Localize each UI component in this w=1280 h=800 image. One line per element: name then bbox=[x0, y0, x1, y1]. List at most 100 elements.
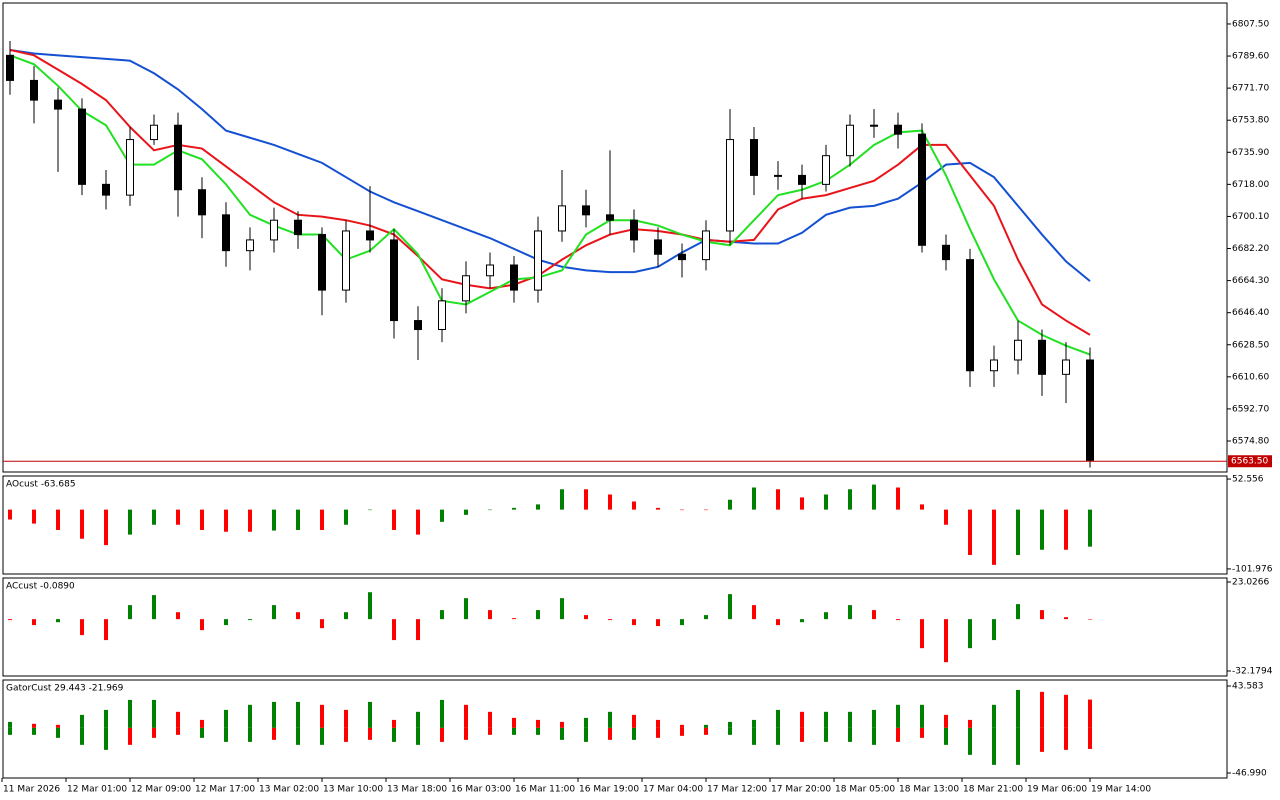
candle-body bbox=[78, 108, 86, 185]
histogram-bar bbox=[344, 612, 348, 620]
histogram-bar bbox=[632, 619, 636, 626]
candle-body bbox=[150, 124, 158, 141]
histogram-bar bbox=[296, 727, 300, 745]
histogram-bar bbox=[320, 704, 324, 728]
histogram-bar bbox=[1016, 604, 1020, 620]
histogram-bar bbox=[800, 619, 804, 623]
histogram-bar bbox=[800, 497, 804, 510]
histogram-bar bbox=[224, 619, 228, 626]
candle-body bbox=[822, 155, 830, 185]
histogram-bar bbox=[824, 727, 828, 742]
histogram-bar bbox=[80, 727, 84, 745]
y-tick-label: 6789.60 bbox=[1232, 52, 1269, 62]
histogram-bar bbox=[536, 504, 540, 510]
candle-body bbox=[318, 234, 326, 291]
histogram-bar bbox=[752, 727, 756, 745]
histogram-bar bbox=[32, 619, 36, 626]
histogram-bar bbox=[848, 489, 852, 510]
histogram-bar bbox=[296, 612, 300, 620]
y-tick-label: 23.0266 bbox=[1232, 578, 1269, 588]
y-tick-label: 6807.50 bbox=[1232, 19, 1269, 29]
histogram-bar bbox=[872, 727, 876, 745]
x-tick-label: 12 Mar 01:00 bbox=[67, 785, 127, 795]
histogram-bar bbox=[560, 598, 564, 620]
histogram-bar bbox=[104, 619, 108, 641]
candle-body bbox=[222, 214, 230, 252]
histogram-bar bbox=[656, 619, 660, 627]
candle-body bbox=[654, 239, 662, 255]
x-tick-label: 16 Mar 11:00 bbox=[515, 785, 575, 795]
histogram-bar bbox=[416, 619, 420, 641]
histogram-bar bbox=[848, 727, 852, 742]
indicator-title: AOcust -63.685 bbox=[6, 480, 76, 490]
x-tick-label: 18 Mar 21:00 bbox=[963, 785, 1023, 795]
candle-body bbox=[726, 139, 734, 232]
histogram-bar bbox=[776, 709, 780, 728]
histogram-bar bbox=[872, 709, 876, 728]
histogram-bar bbox=[320, 619, 324, 629]
candle-body bbox=[966, 259, 974, 372]
histogram-bar bbox=[824, 494, 828, 510]
histogram-bar bbox=[392, 619, 396, 641]
histogram-bar bbox=[608, 619, 612, 621]
y-tick-label: 6664.30 bbox=[1232, 276, 1269, 286]
candle-body bbox=[558, 205, 566, 232]
histogram-bar bbox=[704, 727, 708, 735]
candle-body bbox=[942, 244, 950, 261]
candle-body bbox=[126, 139, 134, 196]
candle-body bbox=[894, 124, 902, 135]
histogram-bar bbox=[416, 711, 420, 728]
histogram-bar bbox=[1088, 699, 1092, 728]
histogram-bar bbox=[1064, 617, 1068, 620]
candle-body bbox=[198, 189, 206, 216]
histogram-bar bbox=[896, 487, 900, 510]
histogram-bar bbox=[896, 619, 900, 621]
histogram-bar bbox=[632, 714, 636, 728]
histogram-bar bbox=[680, 727, 684, 736]
candle-body bbox=[486, 264, 494, 277]
histogram-bar bbox=[8, 721, 12, 728]
candle-body bbox=[390, 239, 398, 322]
histogram-bar bbox=[248, 727, 252, 742]
histogram-bar bbox=[200, 509, 204, 530]
candle-body bbox=[1014, 339, 1022, 361]
histogram-bar bbox=[152, 595, 156, 620]
histogram-bar bbox=[56, 724, 60, 728]
histogram-bar bbox=[776, 727, 780, 745]
histogram-bar bbox=[896, 727, 900, 742]
histogram-bar bbox=[1016, 689, 1020, 728]
histogram-bar bbox=[152, 509, 156, 525]
histogram-bar bbox=[224, 709, 228, 728]
histogram-bar bbox=[416, 727, 420, 745]
histogram-bar bbox=[1016, 509, 1020, 555]
histogram-bar bbox=[320, 509, 324, 530]
x-tick-label: 17 Mar 12:00 bbox=[707, 785, 767, 795]
histogram-bar bbox=[848, 711, 852, 728]
histogram-bar bbox=[152, 699, 156, 728]
x-tick-label: 12 Mar 09:00 bbox=[131, 785, 191, 795]
histogram-bar bbox=[536, 610, 540, 620]
candle-body bbox=[294, 219, 302, 236]
histogram-bar bbox=[344, 727, 348, 742]
histogram-bar bbox=[296, 701, 300, 728]
y-tick-label: 6735.90 bbox=[1232, 148, 1269, 158]
histogram-bar bbox=[248, 509, 252, 532]
histogram-bar bbox=[992, 727, 996, 765]
histogram-bar bbox=[824, 711, 828, 728]
histogram-bar bbox=[176, 509, 180, 525]
histogram-bar bbox=[992, 704, 996, 728]
histogram-bar bbox=[392, 509, 396, 530]
panel-frame bbox=[2, 577, 1228, 677]
y-tick-label: 52.556 bbox=[1232, 475, 1264, 485]
x-tick-label: 17 Mar 20:00 bbox=[771, 785, 831, 795]
histogram-bar bbox=[632, 727, 636, 740]
histogram-bar bbox=[968, 727, 972, 755]
histogram-bar bbox=[368, 592, 372, 620]
candle-body bbox=[1062, 359, 1070, 375]
indicator-title: GatorCust 29.443 -21.969 bbox=[6, 684, 124, 694]
y-tick-label: 6574.80 bbox=[1232, 436, 1269, 446]
histogram-bar bbox=[104, 727, 108, 750]
histogram-bar bbox=[272, 605, 276, 620]
histogram-bar bbox=[320, 727, 324, 745]
